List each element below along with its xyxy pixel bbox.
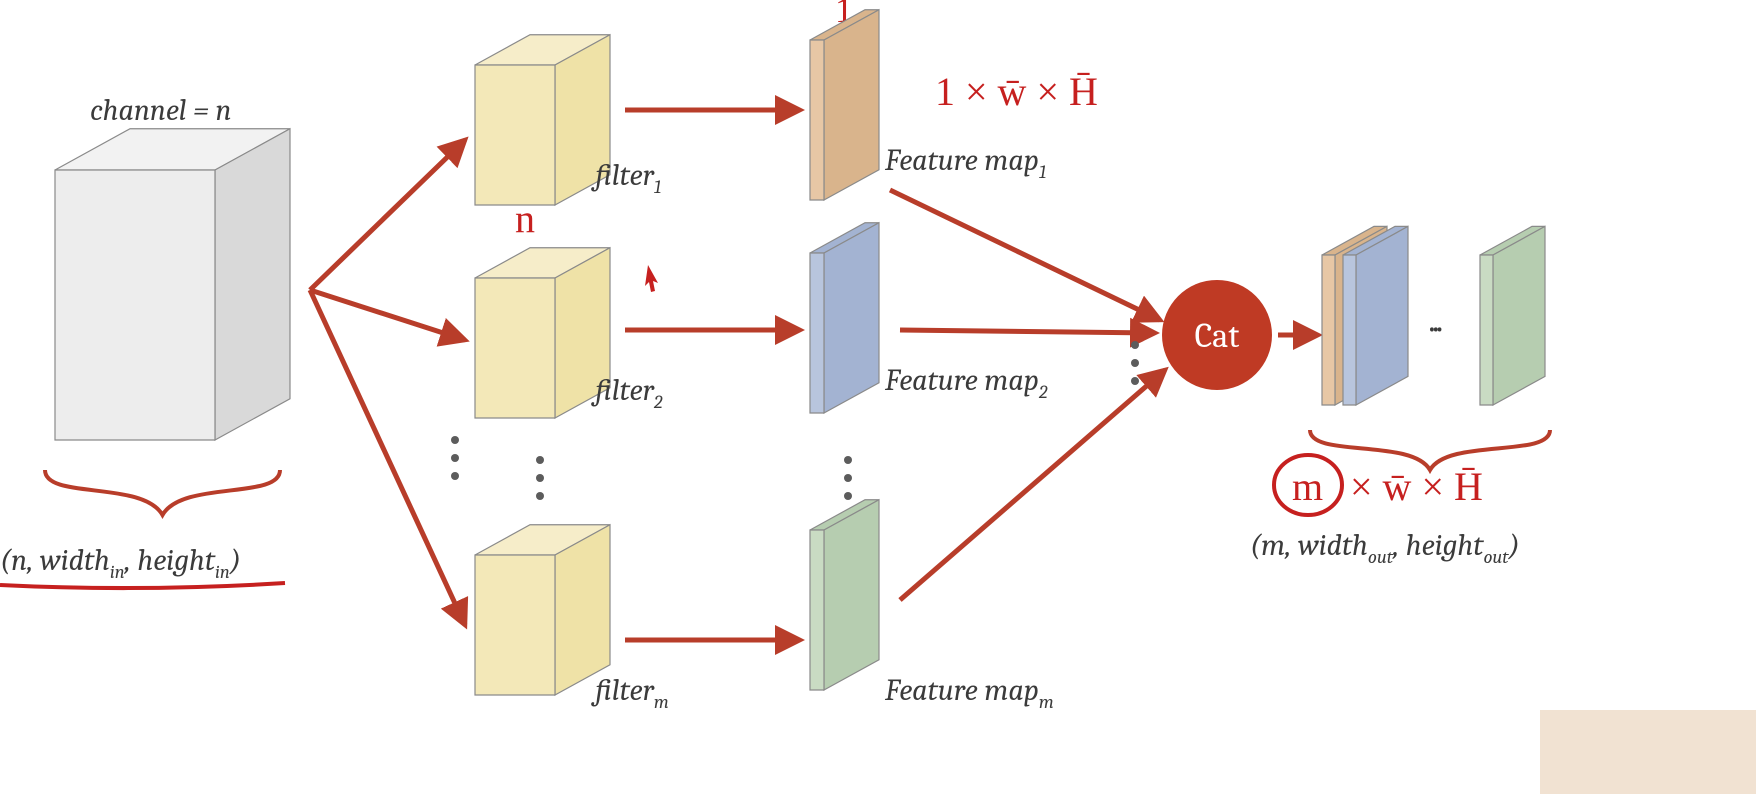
annot-1xwxh: 1 × w̄ × H̄ <box>935 69 1098 114</box>
arrow-input-filterm <box>310 290 465 625</box>
filter2-label: filter2 <box>591 373 663 413</box>
arrow-fmapm-cat <box>900 370 1165 600</box>
filterm-cube <box>475 525 610 695</box>
vdots-fmaps <box>844 456 852 500</box>
feature-map-m <box>810 500 879 690</box>
brace-input <box>45 470 280 515</box>
feature-map-1 <box>810 10 879 200</box>
output-ellipsis: ··· <box>1430 308 1442 349</box>
filterm-label: filterm <box>591 673 669 713</box>
filter1-cube <box>475 35 610 205</box>
feature-map-m-label: Feature mapm <box>884 673 1054 713</box>
channel-label: channel = n <box>90 93 232 128</box>
cursor-icon <box>645 265 658 292</box>
arrow-fmap2-cat <box>900 330 1155 333</box>
output-slab-m <box>1480 226 1545 405</box>
vdots-filters-left <box>451 436 459 480</box>
annot-m: m <box>1292 464 1323 509</box>
arrow-fmap1-cat <box>890 190 1160 320</box>
vdots-into-cat <box>1131 341 1139 385</box>
feature-map-1-label: Feature map1 <box>884 143 1046 183</box>
annot-mxwxh-rest: × w̄ × H̄ <box>1350 464 1483 509</box>
corner-artifact <box>1540 710 1756 794</box>
feature-map-2-label: Feature map2 <box>884 363 1048 403</box>
filter1-label: filter1 <box>591 158 661 198</box>
input-cube <box>55 129 290 440</box>
arrow-input-filter2 <box>310 290 465 340</box>
cat-label: Cat <box>1195 316 1240 356</box>
vdots-filters <box>536 456 544 500</box>
filter2-cube <box>475 248 610 418</box>
arrow-input-filter1 <box>310 140 465 290</box>
annot-n: n <box>515 196 535 241</box>
output-slab-2 <box>1343 226 1408 405</box>
input-dims-label: (n, widthin, heightin) <box>0 543 241 583</box>
feature-map-2 <box>810 223 879 413</box>
annot-underline-input <box>0 583 285 588</box>
output-dims-label: (m, widthout, heightout) <box>1250 528 1520 568</box>
